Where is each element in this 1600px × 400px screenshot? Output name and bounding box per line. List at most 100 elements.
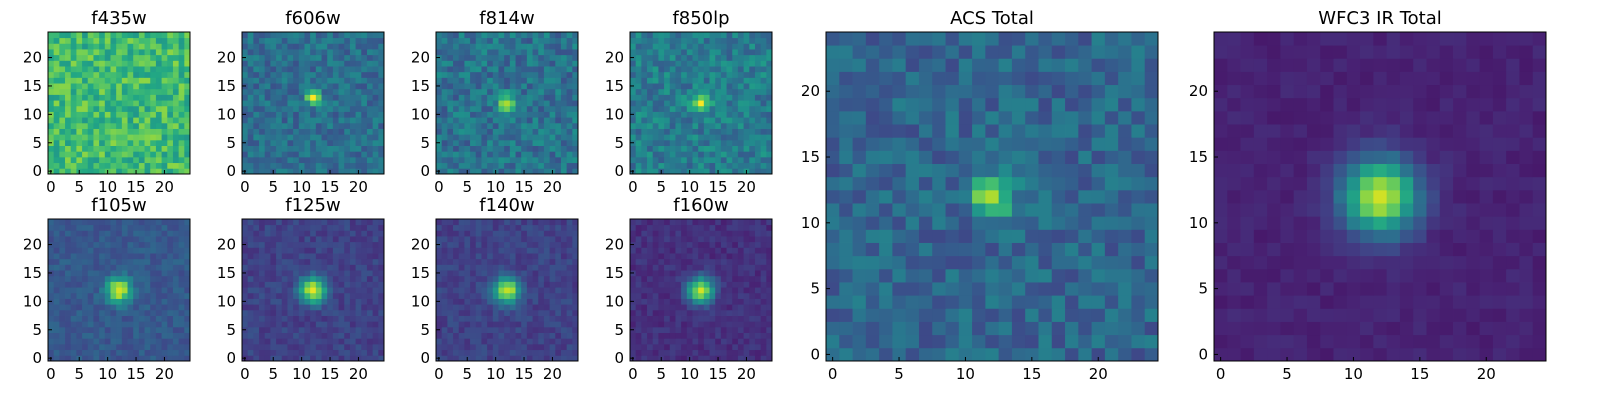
heatmap-cell <box>253 128 260 135</box>
y-tick-label: 0 <box>420 162 430 180</box>
heatmap-cell <box>470 156 477 164</box>
heatmap-cell <box>104 128 111 135</box>
heatmap-cell <box>532 258 539 265</box>
heatmap-cell <box>184 258 191 265</box>
heatmap-cell <box>549 37 556 44</box>
heatmap-cell <box>76 241 83 248</box>
heatmap-cell <box>726 83 733 90</box>
heatmap-cell <box>133 151 140 158</box>
heatmap-cell <box>332 128 339 135</box>
heatmap-cell <box>532 100 539 107</box>
heatmap-cell <box>630 134 637 141</box>
heatmap-cell <box>310 54 317 61</box>
heatmap-cell <box>155 304 162 311</box>
heatmap-cell <box>247 355 254 362</box>
heatmap-cell <box>321 349 328 356</box>
heatmap-cell <box>681 100 688 107</box>
y-tick-label: 0 <box>32 349 42 367</box>
heatmap-cell <box>76 83 83 90</box>
heatmap-cell <box>104 94 111 101</box>
heatmap-cell <box>150 287 157 294</box>
heatmap-cell <box>304 151 311 158</box>
heatmap-cell <box>487 298 494 305</box>
heatmap-cell <box>515 37 522 44</box>
heatmap-cell <box>321 94 328 101</box>
heatmap-cell <box>555 77 562 84</box>
heatmap-cell <box>355 71 362 78</box>
heatmap-cell <box>543 134 550 141</box>
heatmap-cell <box>481 258 488 265</box>
heatmap-cell <box>487 338 494 345</box>
heatmap-cell <box>287 292 294 299</box>
heatmap-cell <box>327 258 334 265</box>
heatmap-cell <box>247 66 254 73</box>
heatmap-cell <box>635 139 642 146</box>
heatmap-cell <box>481 219 488 226</box>
heatmap-cell <box>447 37 454 44</box>
heatmap-cell <box>749 43 756 50</box>
heatmap-cell <box>310 338 317 345</box>
heatmap-cell <box>698 145 705 152</box>
heatmap-cell <box>521 88 528 95</box>
heatmap-cell <box>521 77 528 84</box>
heatmap-cell <box>99 247 106 254</box>
heatmap-cell <box>521 275 528 282</box>
heatmap-cell <box>475 100 482 107</box>
heatmap-cell <box>630 281 637 288</box>
heatmap-cell <box>669 37 676 44</box>
heatmap-cell <box>93 315 100 322</box>
heatmap-cell <box>709 111 716 118</box>
heatmap-cell <box>99 32 106 39</box>
heatmap-cell <box>766 94 773 101</box>
heatmap-cell <box>361 37 368 44</box>
heatmap-cell <box>652 94 659 101</box>
heatmap-cell <box>161 105 168 112</box>
heatmap-cell <box>366 105 374 112</box>
heatmap-cell <box>441 258 448 265</box>
heatmap-cell <box>270 37 277 44</box>
heatmap-cell <box>178 253 185 260</box>
heatmap-cell <box>378 298 385 305</box>
heatmap-cell <box>641 122 648 129</box>
heatmap-cell <box>669 49 676 56</box>
heatmap-cell <box>737 37 744 44</box>
heatmap-cell <box>53 281 60 288</box>
heatmap-cell <box>566 83 573 90</box>
heatmap-cell <box>515 83 522 90</box>
heatmap-cell <box>53 54 60 61</box>
heatmap-cell <box>635 117 642 124</box>
heatmap-cell <box>327 219 334 226</box>
heatmap-cell <box>53 230 60 237</box>
heatmap-cell <box>572 355 579 362</box>
heatmap-cell <box>270 332 277 339</box>
heatmap-cell <box>549 54 556 61</box>
heatmap-cell <box>270 247 277 254</box>
heatmap-cell <box>281 111 288 118</box>
heatmap-cell <box>372 94 379 101</box>
heatmap-cell <box>133 32 140 39</box>
heatmap-cell <box>99 326 106 333</box>
heatmap-cell <box>70 321 77 328</box>
heatmap-cell <box>560 83 568 90</box>
heatmap-cell <box>110 230 117 237</box>
y-tick-label: 5 <box>32 134 42 152</box>
heatmap-cell <box>686 77 693 84</box>
heatmap-cell <box>293 258 300 265</box>
heatmap-cell <box>172 309 180 316</box>
heatmap-cell <box>641 77 648 84</box>
heatmap-cell <box>127 321 134 328</box>
heatmap-cell <box>349 83 356 90</box>
heatmap-cell <box>635 77 642 84</box>
heatmap-cell <box>276 32 283 39</box>
heatmap-cell <box>184 309 191 316</box>
heatmap-cell <box>538 349 545 356</box>
heatmap-cell <box>509 326 516 333</box>
heatmap-cell <box>338 54 345 61</box>
heatmap-cell <box>76 287 83 294</box>
heatmap-cell <box>321 139 328 146</box>
heatmap-cell <box>59 270 66 277</box>
heatmap-cell <box>344 304 351 311</box>
heatmap-cell <box>760 162 767 169</box>
heatmap-cell <box>555 247 562 254</box>
heatmap-cell <box>133 88 140 95</box>
